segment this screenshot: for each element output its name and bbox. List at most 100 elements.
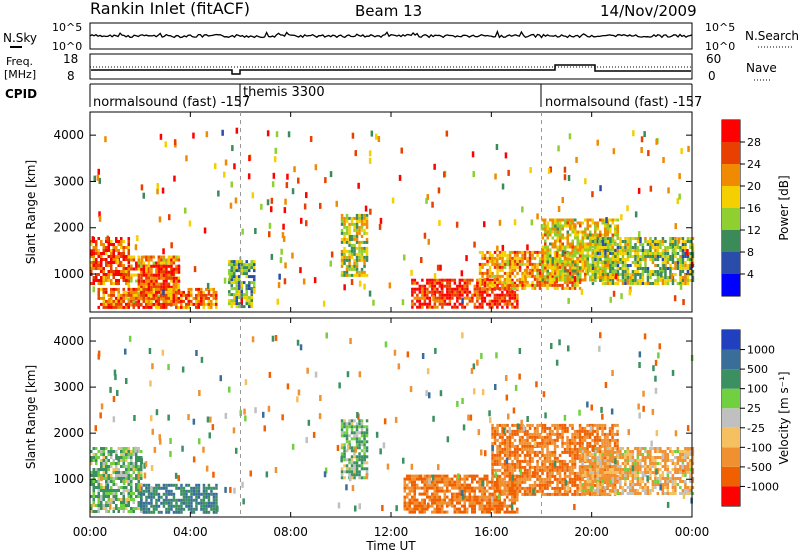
power-cell bbox=[606, 266, 609, 270]
velocity-cell bbox=[498, 468, 502, 472]
power-cell bbox=[360, 252, 364, 256]
power-cell bbox=[172, 299, 175, 303]
velocity-cell bbox=[107, 477, 110, 480]
velocity-cell bbox=[172, 510, 176, 514]
power-cell bbox=[446, 293, 449, 297]
velocity-cell bbox=[348, 422, 351, 426]
power-cell bbox=[604, 236, 607, 240]
power-cell bbox=[233, 272, 236, 276]
velocity-cell bbox=[533, 429, 537, 433]
power-cell bbox=[636, 240, 640, 243]
velocity-cell bbox=[345, 434, 349, 438]
power-cell bbox=[120, 305, 123, 309]
velocity-cell bbox=[533, 465, 537, 469]
power-cell bbox=[233, 278, 236, 282]
power-cell bbox=[375, 133, 378, 140]
noise-sky-line bbox=[89, 29, 693, 39]
velocity-cell bbox=[461, 483, 464, 487]
power-cell bbox=[486, 277, 489, 281]
velocity-cell bbox=[548, 471, 552, 475]
power-cell bbox=[591, 240, 595, 243]
velocity-cell bbox=[200, 504, 203, 508]
power-cell bbox=[654, 237, 657, 240]
power-cell bbox=[112, 290, 115, 294]
velocity-cell bbox=[345, 428, 349, 432]
power-cell bbox=[536, 268, 539, 272]
velocity-cell bbox=[501, 483, 504, 487]
power-cell bbox=[167, 302, 170, 306]
power-cell bbox=[185, 296, 188, 300]
power-cell bbox=[641, 273, 645, 276]
power-cell bbox=[606, 243, 610, 246]
power-cell bbox=[137, 305, 140, 309]
velocity-cell bbox=[513, 423, 517, 427]
power-cell bbox=[526, 283, 529, 287]
velocity-cell bbox=[468, 501, 471, 505]
velocity-cell bbox=[180, 492, 183, 496]
power-cell bbox=[546, 221, 549, 225]
velocity-cell bbox=[441, 510, 444, 514]
power-cell bbox=[601, 255, 605, 258]
power-cell bbox=[481, 265, 484, 269]
power-cell bbox=[614, 233, 617, 237]
power-cell bbox=[155, 290, 158, 294]
power-cell bbox=[478, 268, 482, 272]
velocity-cell bbox=[513, 468, 517, 472]
power-cell bbox=[185, 293, 188, 297]
velocity-cell bbox=[97, 507, 100, 510]
velocity-cell bbox=[573, 429, 577, 433]
velocity-cell bbox=[436, 480, 439, 484]
velocity-cell bbox=[501, 450, 504, 454]
velocity-cell bbox=[528, 492, 532, 496]
power-cell bbox=[639, 240, 642, 243]
freq-right-tick-bottom: 0 bbox=[708, 69, 716, 83]
velocity-cell bbox=[468, 495, 471, 499]
velocity-cell bbox=[436, 489, 439, 493]
power-cell bbox=[207, 296, 210, 300]
velocity-cell bbox=[563, 465, 567, 469]
velocity-cell bbox=[546, 444, 549, 448]
velocity-cell bbox=[187, 489, 191, 493]
power-cell bbox=[127, 270, 131, 274]
power-cell bbox=[102, 282, 105, 285]
velocity-cell bbox=[496, 498, 499, 502]
velocity-cell bbox=[175, 507, 178, 511]
velocity-cell bbox=[122, 450, 125, 453]
power-cell bbox=[619, 249, 622, 252]
power-cell bbox=[528, 271, 532, 275]
velocity-cell bbox=[546, 432, 549, 436]
velocity-cell bbox=[563, 492, 567, 496]
power-cell bbox=[363, 228, 366, 232]
velocity-cell bbox=[563, 462, 567, 466]
velocity-cell bbox=[568, 480, 572, 484]
power-cell bbox=[167, 293, 170, 297]
power-cell bbox=[513, 259, 517, 263]
power-cell bbox=[274, 147, 277, 154]
velocity-cell bbox=[506, 489, 509, 493]
power-cell bbox=[212, 287, 215, 291]
velocity-cell bbox=[355, 422, 359, 426]
velocity-cell bbox=[340, 422, 344, 426]
power-cell bbox=[493, 277, 497, 281]
power-cell bbox=[165, 285, 168, 289]
power-cell bbox=[554, 278, 557, 282]
velocity-cell bbox=[553, 492, 557, 496]
power-cell bbox=[684, 243, 687, 246]
power-cell bbox=[400, 147, 403, 154]
power-cell bbox=[102, 287, 105, 291]
power-cell bbox=[536, 277, 539, 281]
power-cell bbox=[162, 294, 166, 298]
velocity-cell bbox=[112, 507, 115, 510]
power-cell bbox=[576, 269, 579, 273]
velocity-cell bbox=[503, 474, 507, 478]
velocity-cell bbox=[406, 507, 409, 511]
velocity-cell bbox=[413, 483, 416, 487]
power-cell bbox=[353, 249, 356, 253]
velocity-cell bbox=[508, 492, 511, 496]
power-cell bbox=[664, 282, 667, 285]
power-cell bbox=[97, 282, 100, 285]
velocity-cell bbox=[513, 489, 517, 493]
power-cell bbox=[358, 273, 361, 277]
velocity-cell bbox=[413, 477, 416, 481]
